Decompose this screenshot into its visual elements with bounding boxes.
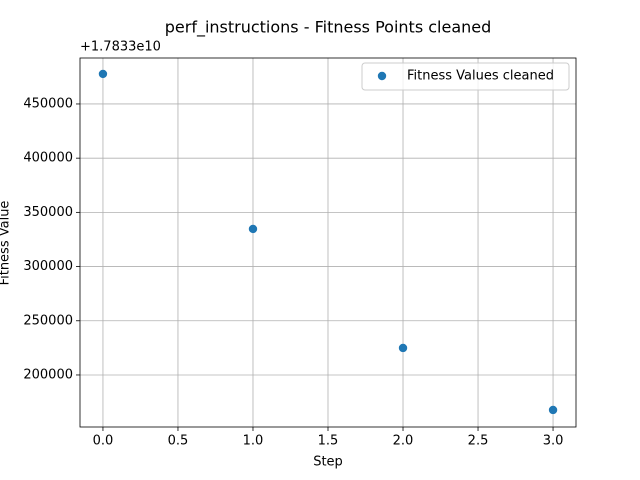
y-tick-label: 300000 [23,259,73,274]
point [398,343,408,353]
y-offset-text: +1.7833e10 [80,40,161,55]
y-axis-label: Fitness Value [0,201,13,286]
y-tick-label: 400000 [23,151,73,166]
point [248,224,258,234]
y-tick-label: 200000 [23,367,73,382]
x-tick-label: 1.0 [243,434,264,449]
x-tick-label: 2.5 [468,434,489,449]
x-tick-label: 1.5 [318,434,339,449]
plot-frame [79,57,577,428]
x-tick-label: 2.0 [393,434,414,449]
y-tick-label: 450000 [23,96,73,111]
x-tick-label: 3.0 [543,434,564,449]
y-tick-label: 250000 [23,313,73,328]
x-tick-label: 0.5 [168,434,189,449]
x-tick-label: 0.0 [93,434,114,449]
legend-box [361,62,570,91]
x-axis-label: Step [313,455,343,470]
legend-label: Fitness Values cleaned [407,69,554,84]
y-tick-label: 350000 [23,205,73,220]
legend-marker [377,71,387,81]
point [548,405,558,415]
chart-title: perf_instructions - Fitness Points clean… [165,18,492,38]
point [98,69,108,79]
